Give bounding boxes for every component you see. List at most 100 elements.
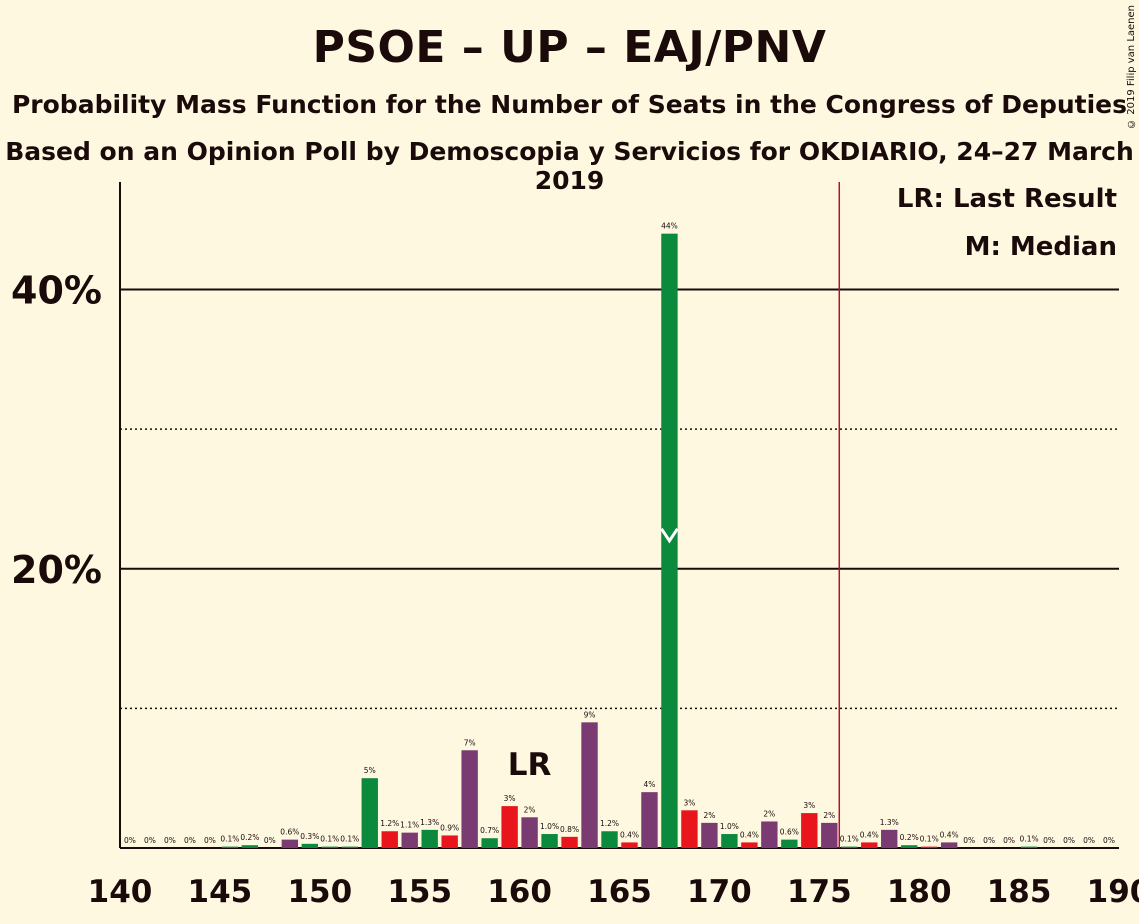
bar-150 <box>301 843 319 848</box>
bar-label-150: 0.3% <box>300 832 319 841</box>
bar-166 <box>621 842 638 848</box>
bar-152 <box>341 846 358 848</box>
bar-label-161: 2% <box>524 805 536 814</box>
bar-label-168: 44% <box>661 222 678 231</box>
bar-label-157: 0.9% <box>440 823 459 832</box>
bar-151 <box>321 846 338 848</box>
bar-label-189: 0% <box>1083 836 1095 845</box>
x-tick-label-185: 185 <box>987 874 1052 910</box>
bar-171 <box>721 834 738 848</box>
bar-label-176: 2% <box>823 811 835 820</box>
bar-label-175: 3% <box>803 801 815 810</box>
bar-176 <box>821 822 838 848</box>
bar-163 <box>561 836 578 848</box>
x-tick-label-175: 175 <box>787 874 852 910</box>
bar-172 <box>741 842 758 848</box>
y-tick-label-20: 20% <box>11 548 102 592</box>
bar-label-170: 2% <box>703 811 715 820</box>
bar-154 <box>381 831 398 848</box>
bar-label-171: 1.0% <box>720 822 739 831</box>
bar-label-178: 0.4% <box>860 830 879 839</box>
bar-label-186: 0.1% <box>1020 835 1039 844</box>
x-tick-label-155: 155 <box>387 874 452 910</box>
bar-146 <box>221 846 239 848</box>
bar-label-169: 3% <box>683 798 695 807</box>
chart-source: Based on an Opinion Poll by Demoscopia y… <box>5 137 1134 195</box>
bar-label-190: 0% <box>1103 836 1115 845</box>
bar-label-177: 0.1% <box>840 835 859 844</box>
bar-177 <box>841 846 858 848</box>
bar-label-163: 0.8% <box>560 825 579 834</box>
bar-label-159: 0.7% <box>480 826 499 835</box>
bar-label-149: 0.6% <box>280 828 299 837</box>
bar-160 <box>501 806 518 848</box>
bar-186 <box>1020 846 1038 848</box>
bar-182 <box>940 842 958 848</box>
y-tick-label-40: 40% <box>11 269 102 313</box>
bar-label-180: 0.2% <box>900 833 919 842</box>
last-result-marker: LR <box>508 747 552 783</box>
x-tick-label-140: 140 <box>88 874 153 910</box>
bar-167 <box>641 792 658 848</box>
bar-147 <box>241 845 259 848</box>
bar-label-148: 0% <box>264 836 276 845</box>
bar-label-160: 3% <box>504 794 516 803</box>
x-tick-label-190: 190 <box>1087 874 1139 910</box>
bar-label-181: 0.1% <box>920 835 939 844</box>
bar-label-173: 2% <box>763 809 775 818</box>
bar-label-182: 0.4% <box>940 830 959 839</box>
bar-label-162: 1.0% <box>540 822 559 831</box>
bar-label-174: 0.6% <box>780 828 799 837</box>
bar-label-141: 0% <box>124 836 136 845</box>
x-tick-label-170: 170 <box>687 874 752 910</box>
legend-median: M: Median <box>964 232 1117 262</box>
bar-164 <box>581 722 598 848</box>
bar-label-156: 1.3% <box>420 818 439 827</box>
x-tick-label-165: 165 <box>587 874 652 910</box>
bar-label-167: 4% <box>644 780 656 789</box>
bar-label-144: 0% <box>184 836 196 845</box>
bar-165 <box>601 831 618 848</box>
x-tick-label-160: 160 <box>487 874 552 910</box>
bar-157 <box>441 835 458 848</box>
bar-label-145: 0% <box>204 836 216 845</box>
bar-label-143: 0% <box>164 836 176 845</box>
bar-label-147: 0.2% <box>240 833 259 842</box>
bar-181 <box>920 846 938 848</box>
bar-label-184: 0% <box>983 836 995 845</box>
bar-label-187: 0% <box>1043 836 1055 845</box>
bar-162 <box>541 834 558 848</box>
bar-153 <box>361 778 378 848</box>
bar-156 <box>421 829 438 848</box>
bar-173 <box>761 821 778 848</box>
bar-174 <box>781 839 798 848</box>
bar-180 <box>901 845 918 848</box>
bar-label-151: 0.1% <box>320 835 339 844</box>
bar-179 <box>881 829 898 848</box>
bar-label-158: 7% <box>464 738 476 747</box>
x-tick-label-145: 145 <box>188 874 253 910</box>
bar-label-142: 0% <box>144 836 156 845</box>
bar-170 <box>701 822 718 848</box>
bar-175 <box>801 813 818 848</box>
bar-label-188: 0% <box>1063 836 1075 845</box>
bar-label-179: 1.3% <box>880 818 899 827</box>
bar-label-165: 1.2% <box>600 819 619 828</box>
bar-label-166: 0.4% <box>620 830 639 839</box>
x-tick-label-180: 180 <box>887 874 952 910</box>
bar-169 <box>681 810 698 848</box>
bar-label-146: 0.1% <box>220 835 239 844</box>
bar-161 <box>521 817 538 848</box>
bar-label-185: 0% <box>1003 836 1015 845</box>
bar-label-172: 0.4% <box>740 830 759 839</box>
bar-label-152: 0.1% <box>340 835 359 844</box>
bar-158 <box>461 750 478 848</box>
chart-title: PSOE – UP – EAJ/PNV <box>312 22 827 73</box>
bar-178 <box>861 842 878 848</box>
bar-155 <box>401 832 418 848</box>
bar-label-164: 9% <box>584 710 596 719</box>
bar-159 <box>481 838 498 848</box>
bar-label-155: 1.1% <box>400 821 419 830</box>
x-tick-label-150: 150 <box>287 874 352 910</box>
